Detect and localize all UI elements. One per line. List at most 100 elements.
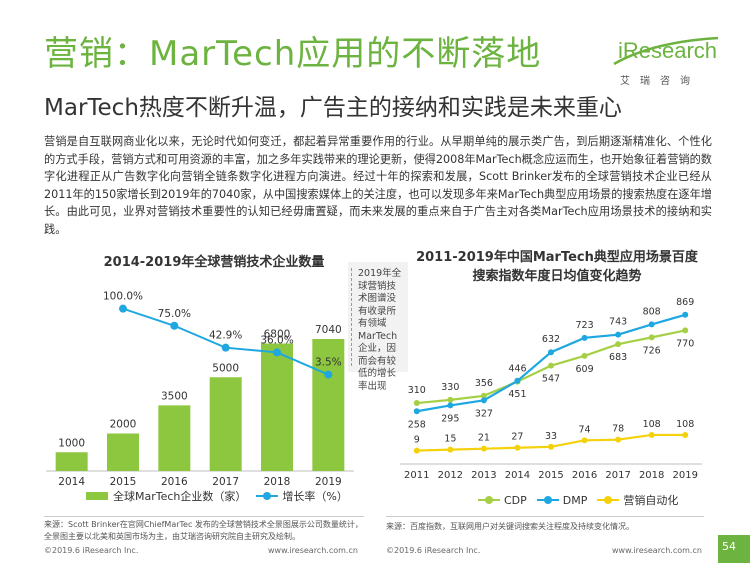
label-营销自动化-2011: 9	[414, 435, 420, 446]
label-营销自动化-2019: 108	[676, 419, 694, 430]
x-tick-2012: 2012	[438, 470, 463, 481]
label-CDP-2017: 683	[609, 352, 627, 363]
point-CDP-2019	[682, 327, 689, 334]
label-DMP-2019: 869	[676, 297, 694, 308]
point-CDP-2013	[480, 392, 487, 399]
label-CDP-2019: 770	[676, 338, 694, 349]
growth-point-2015	[119, 304, 127, 313]
x-tick-2013: 2013	[471, 470, 496, 481]
page-title: 营销：MarTech应用的不断落地	[44, 34, 542, 74]
x-tick-2015: 2015	[110, 476, 137, 488]
growth-label-2015: 100.0%	[103, 291, 143, 303]
left-footer-rule	[44, 516, 364, 517]
x-tick-2017: 2017	[212, 476, 239, 488]
label-DMP-2014: 451	[508, 389, 526, 400]
right-copyright: ©2019.6 iResearch Inc.	[386, 546, 481, 555]
point-CDP-2016	[581, 352, 588, 359]
x-tick-2015: 2015	[538, 470, 563, 481]
right-line-chart: 2011 2012 2013 2014 2015 2016 2017 2018 2019 310 3…	[400, 297, 702, 481]
label-CDP-2016: 609	[575, 364, 593, 375]
logo-cn-text: 艾瑞咨询	[620, 76, 700, 87]
growth-label-2017: 42.9%	[209, 330, 242, 342]
point-DMP-2017	[615, 331, 622, 338]
bar-2018	[261, 343, 293, 471]
left-copyright: ©2019.6 iResearch Inc.	[44, 546, 139, 555]
point-DMP-2011	[413, 408, 420, 415]
legend-cdp-swatch	[478, 496, 500, 504]
growth-label-2018: 36.0%	[260, 334, 293, 346]
growth-point-2016	[170, 321, 179, 330]
point-营销自动化-2015	[548, 443, 554, 450]
bar-2017	[209, 377, 242, 471]
bar-label-2014: 1000	[58, 437, 85, 449]
point-DMP-2012	[447, 402, 454, 409]
growth-point-2018	[273, 348, 281, 357]
point-DMP-2014	[514, 377, 521, 384]
right-footer-rule	[386, 516, 704, 517]
legend-item-growth: 增长率（%）	[256, 488, 348, 504]
label-CDP-2013: 356	[475, 378, 493, 389]
x-tick-2016: 2016	[572, 470, 597, 481]
page-number-badge	[718, 535, 750, 563]
label-营销自动化-2017: 78	[612, 424, 624, 435]
label-营销自动化-2016: 74	[579, 424, 591, 435]
label-营销自动化-2015: 33	[545, 431, 557, 442]
legend-label-companies: 全球MarTech企业数（家）	[113, 490, 247, 503]
point-营销自动化-2019	[682, 431, 689, 438]
legend-item-companies: 全球MarTech企业数（家）	[86, 488, 246, 504]
point-营销自动化-2017	[615, 436, 622, 443]
x-tick-2011: 2011	[404, 470, 429, 481]
label-DMP-2016: 723	[575, 320, 593, 331]
legend-item-dmp: DMP	[536, 493, 588, 507]
chart-note: 2019年全球营销技术图谱没有收录所有领域MarTech企业，因而会有较低的增长…	[348, 262, 408, 392]
point-营销自动化-2018	[648, 431, 655, 438]
left-bar-chart: 1000 2014 2000 2015 3500 2016 5000 2017 6800 2018…	[46, 291, 354, 488]
page-subtitle: MarTech热度不断升温，广告主的接纳和实践是未来重心	[44, 95, 622, 121]
left-chart-title: 2014-2019年全球营销技术企业数量	[103, 255, 325, 270]
body-paragraph: 营销是自互联网商业化以来，无论时代如何变迁，都起着异常重要作用的行业。从早期单纯…	[44, 135, 712, 236]
label-DMP-2013: 327	[475, 408, 493, 419]
logo-swoosh-icon	[613, 36, 719, 66]
legend-item-automation: 营销自动化	[597, 492, 678, 508]
iresearch-logo: iResearch 艾瑞咨询	[612, 34, 722, 92]
x-tick-2018: 2018	[639, 470, 664, 481]
label-营销自动化-2014: 27	[511, 432, 523, 443]
legend-dmp-swatch	[536, 496, 559, 504]
label-DMP-2011: 258	[408, 419, 426, 430]
bar-label-2016: 3500	[161, 390, 188, 402]
legend-label-automation: 营销自动化	[623, 494, 679, 507]
point-营销自动化-2012	[447, 446, 454, 453]
right-source: 来源：百度指数，互联网用户对关键词搜索关注程度及持续变化情况。	[386, 522, 634, 531]
label-DMP-2017: 743	[609, 317, 627, 328]
growth-label-2019: 3.5%	[315, 357, 342, 369]
legend-bar-swatch	[86, 492, 108, 500]
point-CDP-2011	[413, 400, 420, 407]
legend-item-cdp: CDP	[478, 494, 527, 507]
bar-label-2018: 6800	[264, 329, 291, 341]
legend-label-dmp: DMP	[562, 493, 588, 507]
point-DMP-2016	[581, 334, 588, 341]
bar-2015	[107, 433, 139, 471]
label-营销自动化-2012: 15	[444, 434, 456, 445]
label-营销自动化-2018: 108	[643, 419, 661, 430]
bar-2016	[158, 405, 191, 471]
point-CDP-2012	[447, 396, 454, 403]
page-number: 54	[722, 540, 736, 553]
label-DMP-2012: 295	[441, 413, 459, 424]
left-source: 来源：Scott Brinker在官网ChiefMarTec 发布的全球营销技术…	[44, 520, 363, 541]
x-tick-2016: 2016	[161, 476, 188, 488]
left-website: www.iresearch.com.cn	[268, 546, 358, 555]
growth-label-2016: 75.0%	[158, 308, 191, 320]
point-CDP-2015	[548, 362, 554, 369]
logo-wordmark: iResearch	[618, 38, 718, 63]
label-CDP-2015: 547	[542, 374, 560, 385]
bar-label-2015: 2000	[110, 419, 137, 431]
bar-2014	[55, 452, 88, 471]
point-营销自动化-2016	[581, 437, 588, 444]
x-tick-2017: 2017	[605, 470, 630, 481]
legend-line-swatch	[256, 492, 279, 500]
point-营销自动化-2013	[480, 445, 487, 452]
point-DMP-2013	[480, 397, 487, 404]
legend-label-cdp: CDP	[504, 493, 527, 507]
point-营销自动化-2014	[514, 444, 521, 451]
